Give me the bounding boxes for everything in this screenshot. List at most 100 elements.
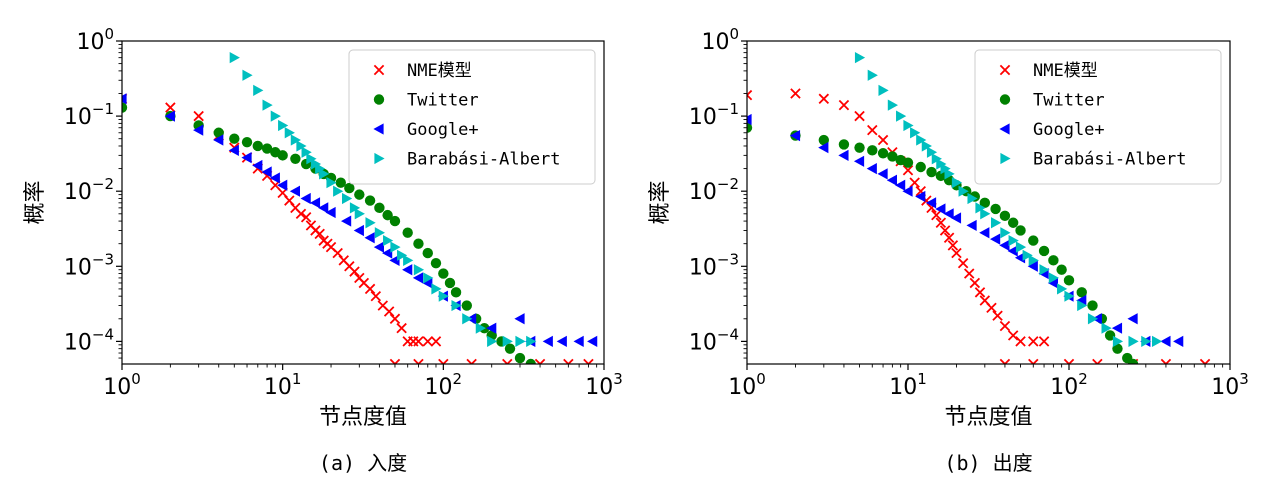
- data-point: [284, 127, 295, 139]
- data-point: [943, 232, 955, 243]
- data-point: [525, 358, 536, 364]
- data-point: [486, 322, 497, 334]
- y-tick-label: 10−3: [64, 250, 114, 280]
- data-point: [252, 140, 263, 152]
- legend-label: Barabási-Albert: [407, 150, 561, 170]
- data-point: [383, 306, 395, 317]
- data-point: [1112, 335, 1124, 347]
- plot-area-a: [122, 52, 598, 364]
- data-point: [925, 197, 937, 209]
- legend-a: NME模型 Twitter Google+ Barabási-Albert: [348, 49, 596, 185]
- data-point: [999, 239, 1010, 251]
- data-point: [515, 335, 526, 347]
- data-point: [909, 177, 920, 188]
- data-point: [967, 192, 978, 205]
- data-point: [974, 287, 986, 298]
- data-point: [1151, 335, 1163, 347]
- data-point: [504, 343, 516, 354]
- data-point: [382, 209, 393, 221]
- data-point: [1063, 275, 1075, 286]
- data-point: [364, 283, 376, 295]
- data-point: [333, 185, 344, 197]
- data-point: [354, 189, 365, 200]
- data-point: [818, 142, 829, 154]
- data-point: [438, 358, 449, 364]
- x-tick-label: 103: [1211, 370, 1249, 400]
- data-point: [413, 358, 424, 364]
- data-point: [475, 322, 486, 334]
- data-point: [389, 358, 401, 364]
- data-point: [325, 206, 336, 219]
- data-point: [164, 110, 175, 122]
- data-point: [1022, 249, 1033, 261]
- data-point: [910, 127, 921, 139]
- data-point: [402, 227, 413, 238]
- legend-label: Barabási-Albert: [1033, 150, 1187, 170]
- data-point: [1015, 225, 1026, 236]
- data-point: [951, 177, 963, 189]
- data-point: [1028, 235, 1039, 246]
- data-point: [438, 268, 449, 279]
- data-point: [926, 166, 937, 178]
- data-point: [999, 358, 1011, 364]
- data-point: [228, 144, 239, 156]
- data-point: [213, 127, 224, 138]
- data-point: [542, 335, 553, 347]
- legend-marker: [373, 94, 385, 105]
- legend-label: NME模型: [1033, 61, 1098, 81]
- legend-label: NME模型: [407, 61, 472, 81]
- data-point: [556, 335, 567, 347]
- chart-panel-a: 100 101 102 103 100 10−1 10−2 10−3 10−4 节点度值 概率 (a)…: [23, 25, 623, 475]
- y-tick-label: 10−1: [689, 100, 739, 130]
- data-point: [309, 197, 321, 209]
- series-b-1: [747, 122, 1139, 364]
- legend-marker: [374, 152, 385, 165]
- data-point: [213, 134, 224, 146]
- x-tick-label: 103: [585, 370, 623, 400]
- data-point: [1039, 264, 1050, 276]
- y-tick-label: 10−2: [64, 175, 114, 205]
- data-point: [969, 277, 981, 289]
- data-point: [957, 257, 969, 269]
- data-point: [269, 172, 280, 184]
- data-point: [1101, 322, 1112, 334]
- series-a-2: [122, 93, 598, 347]
- data-point: [242, 69, 253, 81]
- data-point: [412, 272, 424, 284]
- legend-label: Google+: [407, 120, 479, 140]
- y-axis-label: 概率: [648, 180, 673, 224]
- data-point: [364, 195, 376, 206]
- x-tick-label: 100: [103, 370, 141, 400]
- data-point: [290, 153, 301, 165]
- data-point: [887, 99, 898, 111]
- data-point: [940, 162, 951, 175]
- data-point: [487, 335, 498, 347]
- data-point: [818, 134, 830, 146]
- data-point: [526, 335, 537, 347]
- data-point: [444, 277, 456, 289]
- data-point: [1038, 245, 1050, 257]
- data-point: [943, 208, 954, 220]
- data-point: [573, 335, 584, 347]
- panel-caption: (a) 入度: [319, 451, 407, 475]
- data-point: [430, 257, 442, 269]
- data-point: [838, 139, 850, 150]
- data-point: [854, 142, 865, 153]
- legend-box: [348, 49, 596, 185]
- data-point: [341, 215, 352, 227]
- data-point: [975, 202, 986, 214]
- data-point: [886, 174, 897, 186]
- data-point: [318, 202, 329, 214]
- data-point: [461, 300, 473, 311]
- data-point: [838, 149, 849, 161]
- data-point: [1173, 335, 1184, 347]
- data-point: [413, 238, 424, 249]
- data-point: [1087, 313, 1099, 325]
- legend-marker: [373, 64, 385, 76]
- data-point: [277, 179, 288, 191]
- x-tick-label: 102: [425, 370, 463, 400]
- data-point: [450, 287, 462, 298]
- x-axis-label: 节点度值: [944, 405, 1032, 430]
- data-point: [374, 202, 385, 214]
- x-tick-label: 100: [728, 370, 766, 400]
